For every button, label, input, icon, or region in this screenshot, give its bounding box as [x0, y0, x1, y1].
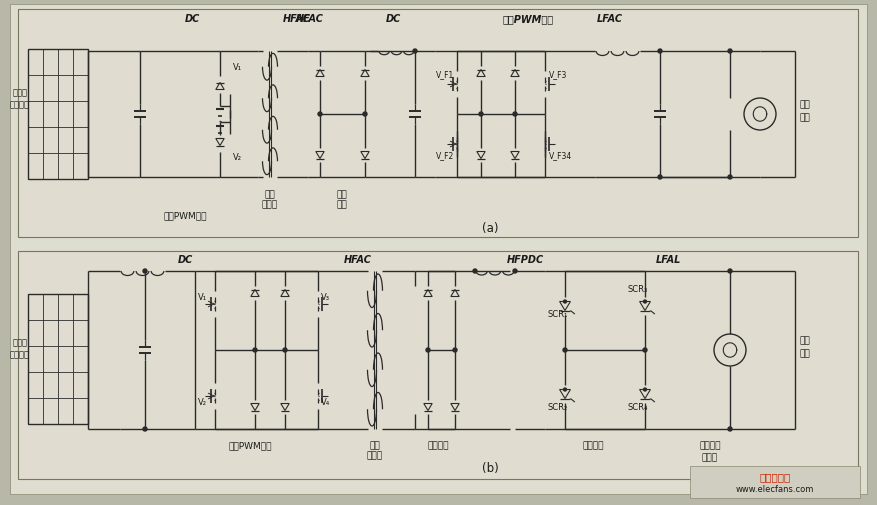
Text: 整流: 整流	[337, 189, 347, 198]
Text: 太阳能: 太阳能	[12, 337, 27, 346]
Bar	[28, 50, 88, 180]
Text: V_F3: V_F3	[549, 70, 567, 79]
Circle shape	[728, 50, 732, 54]
Circle shape	[728, 427, 732, 431]
Text: SCR₂: SCR₂	[548, 402, 568, 411]
Text: 整流滤波: 整流滤波	[582, 440, 603, 449]
Circle shape	[564, 300, 567, 304]
Text: 滤波: 滤波	[337, 199, 347, 209]
Text: HFAC: HFAC	[283, 14, 311, 24]
Text: SCR₁: SCR₁	[548, 310, 568, 318]
Circle shape	[728, 270, 732, 274]
Circle shape	[644, 388, 646, 391]
Circle shape	[426, 348, 430, 352]
Text: LFAC: LFAC	[597, 14, 623, 24]
Text: 电池阵列: 电池阵列	[10, 100, 30, 109]
Circle shape	[143, 270, 147, 274]
Text: DC: DC	[177, 255, 193, 265]
Text: V₁: V₁	[233, 63, 242, 72]
Text: V₁: V₁	[198, 292, 207, 301]
Text: HFPDC: HFPDC	[506, 255, 544, 265]
Text: V_F1: V_F1	[436, 70, 454, 79]
Circle shape	[513, 113, 517, 117]
Circle shape	[283, 348, 287, 352]
Text: 高频: 高频	[265, 189, 275, 198]
Text: 逆变桥: 逆变桥	[702, 452, 718, 461]
Text: V₂: V₂	[198, 397, 207, 406]
Circle shape	[564, 388, 567, 391]
Circle shape	[363, 113, 367, 117]
Text: SCR₄: SCR₄	[628, 402, 648, 411]
Circle shape	[658, 50, 662, 54]
Text: 变压器: 变压器	[367, 450, 383, 459]
Text: LFAL: LFAL	[655, 255, 681, 265]
Text: 市电: 市电	[800, 100, 810, 109]
Text: (b): (b)	[481, 461, 498, 474]
Text: 高频: 高频	[369, 440, 381, 449]
Circle shape	[563, 348, 567, 352]
Text: DC: DC	[385, 14, 401, 24]
Text: V_F34: V_F34	[549, 150, 573, 160]
Bar	[28, 294, 88, 424]
Text: (a): (a)	[481, 222, 498, 234]
Circle shape	[473, 270, 477, 274]
Circle shape	[644, 300, 646, 304]
Circle shape	[728, 176, 732, 180]
Circle shape	[513, 270, 517, 274]
Text: HFAC: HFAC	[296, 14, 324, 24]
Text: 极性反转: 极性反转	[699, 440, 721, 449]
Bar	[18, 251, 858, 479]
Text: 电网: 电网	[800, 348, 810, 358]
Text: V_F2: V_F2	[436, 150, 454, 160]
Text: SCR₃: SCR₃	[628, 284, 648, 293]
Text: V₂: V₂	[233, 153, 242, 162]
Circle shape	[413, 50, 417, 54]
Circle shape	[143, 427, 147, 431]
Text: V₄: V₄	[321, 397, 331, 406]
Text: 整流滤波: 整流滤波	[427, 440, 449, 449]
Text: www.elecfans.com: www.elecfans.com	[736, 484, 814, 493]
Text: 电网: 电网	[800, 113, 810, 122]
Bar	[690, 466, 860, 498]
Text: 电池阵列: 电池阵列	[10, 349, 30, 358]
Circle shape	[658, 176, 662, 180]
Circle shape	[643, 348, 647, 352]
Text: 高频PWM逆变: 高频PWM逆变	[163, 211, 207, 220]
Text: 太阳能: 太阳能	[12, 88, 27, 97]
Circle shape	[479, 113, 483, 117]
Bar	[18, 10, 858, 237]
Circle shape	[253, 348, 257, 352]
Circle shape	[453, 348, 457, 352]
Text: HFAC: HFAC	[344, 255, 372, 265]
Text: 市电: 市电	[800, 335, 810, 344]
Text: V₃: V₃	[321, 292, 330, 301]
Text: 变压器: 变压器	[262, 199, 278, 209]
Circle shape	[318, 113, 322, 117]
Text: 工频PWM逆变: 工频PWM逆变	[503, 14, 553, 24]
Text: 高频PWM逆变: 高频PWM逆变	[228, 440, 272, 449]
Text: DC: DC	[184, 14, 200, 24]
Text: 电子发烧友: 电子发烧友	[759, 471, 791, 481]
